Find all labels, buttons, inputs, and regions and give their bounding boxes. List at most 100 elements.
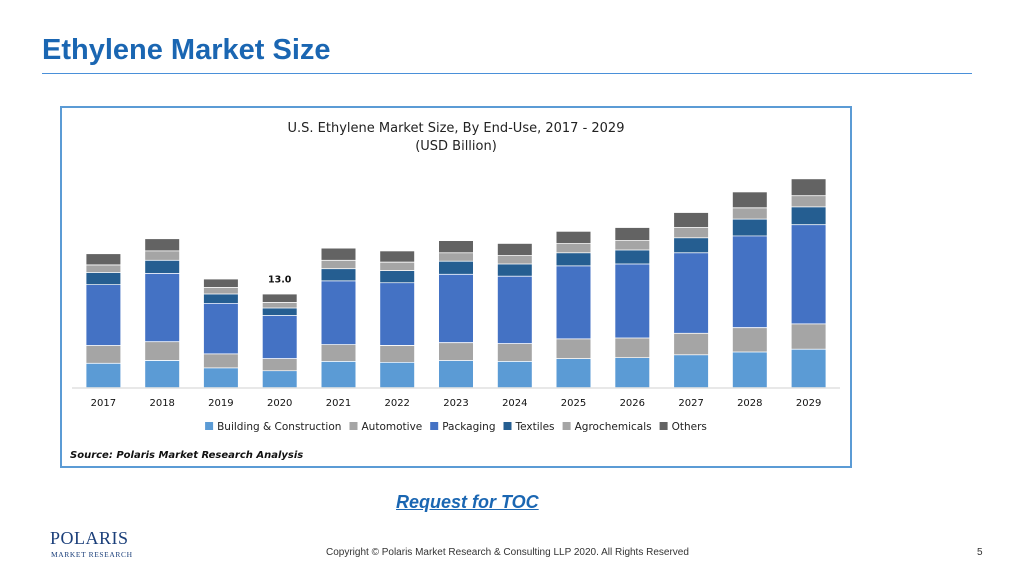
bar-2017-packaging xyxy=(86,285,121,346)
bar-2018-packaging xyxy=(145,273,180,342)
bar-2018-building-construction xyxy=(145,360,180,388)
x-tick-label-2020: 2020 xyxy=(267,398,292,409)
bar-2025-packaging xyxy=(556,266,591,339)
bar-2028-packaging xyxy=(732,236,767,328)
bar-2019-agrochemicals xyxy=(203,287,238,294)
bar-2019-automotive xyxy=(203,354,238,368)
bar-2025-textiles xyxy=(556,253,591,266)
bar-2023-automotive xyxy=(439,343,473,361)
bar-2017-building-construction xyxy=(86,363,121,388)
legend-swatch-agrochemicals xyxy=(562,422,571,430)
legend: Building & Construction Automotive Packagi… xyxy=(205,421,707,433)
bar-2023-building-construction xyxy=(439,360,473,388)
x-tick-label-2027: 2027 xyxy=(678,398,703,409)
bar-2022-building-construction xyxy=(380,362,415,388)
bar-2025-others xyxy=(556,231,591,244)
bar-2021-textiles xyxy=(321,269,356,281)
legend-swatch-automotive xyxy=(349,422,358,430)
bar-2024-agrochemicals xyxy=(497,256,532,264)
bar-2017-automotive xyxy=(86,345,121,363)
bar-2026-building-construction xyxy=(615,358,650,388)
bar-2019-building-construction xyxy=(203,368,238,388)
bar-2020-packaging xyxy=(262,315,297,359)
legend-item-agrochemicals: Agrochemicals xyxy=(562,421,652,433)
bar-2021-automotive xyxy=(321,344,356,361)
bar-2029-agrochemicals xyxy=(791,196,826,207)
bar-2019-textiles xyxy=(203,294,238,303)
legend-label-automotive: Automotive xyxy=(362,421,423,433)
x-tick-labels: 2017 2018 2019 2020 2021 2022 2023 2024 2025 2026… xyxy=(91,398,822,409)
bar-2021-building-construction xyxy=(321,361,356,388)
bar-2027-agrochemicals xyxy=(674,227,709,238)
title-divider xyxy=(42,73,972,74)
bar-2022-packaging xyxy=(380,283,415,345)
chart-frame: U.S. Ethylene Market Size, By End-Use, 2… xyxy=(60,106,852,468)
legend-label-packaging: Packaging xyxy=(442,421,495,433)
request-toc-link[interactable]: Request for TOC xyxy=(396,492,539,512)
x-tick-label-2023: 2023 xyxy=(443,398,468,409)
legend-item-building-construction: Building & Construction xyxy=(205,421,341,433)
chart-subtitle: (USD Billion) xyxy=(415,139,497,154)
bar-2017-agrochemicals xyxy=(86,265,121,273)
bar-2020-agrochemicals xyxy=(262,302,297,308)
bar-2026-packaging xyxy=(615,264,650,338)
x-tick-label-2026: 2026 xyxy=(620,398,645,409)
bar-2027-automotive xyxy=(674,333,709,355)
bar-2022-agrochemicals xyxy=(380,262,415,271)
bar-2018-agrochemicals xyxy=(145,251,180,260)
polaris-logo: POLARIS MARKET RESEARCH xyxy=(50,528,134,562)
bar-2018-automotive xyxy=(145,342,180,360)
bar-2022-automotive xyxy=(380,345,415,362)
x-tick-label-2029: 2029 xyxy=(796,398,821,409)
legend-label-others: Others xyxy=(672,421,707,433)
bar-2020-automotive xyxy=(262,359,297,371)
bar-2029-textiles xyxy=(791,207,826,225)
data-label-2020: 13.0 xyxy=(268,274,292,285)
x-tick-label-2028: 2028 xyxy=(737,398,762,409)
bar-2020-building-construction xyxy=(262,371,297,388)
bar-2029-building-construction xyxy=(791,349,826,388)
x-tick-label-2024: 2024 xyxy=(502,398,527,409)
bar-2019-packaging xyxy=(203,303,238,354)
bar-2027-building-construction xyxy=(674,355,709,388)
bar-2023-packaging xyxy=(439,274,473,343)
bar-2026-automotive xyxy=(615,338,650,358)
legend-item-packaging: Packaging xyxy=(430,421,496,433)
legend-swatch-building-construction xyxy=(205,422,214,430)
bar-2027-others xyxy=(674,212,709,228)
legend-swatch-textiles xyxy=(503,422,512,430)
bar-2025-agrochemicals xyxy=(556,243,591,253)
bar-2028-automotive xyxy=(732,328,767,352)
page-number: 5 xyxy=(977,547,983,558)
bar-2023-others xyxy=(439,241,473,253)
bar-2018-others xyxy=(145,239,180,251)
bar-2025-automotive xyxy=(556,339,591,359)
bar-2028-others xyxy=(732,192,767,208)
bar-2026-agrochemicals xyxy=(615,241,650,250)
x-tick-label-2017: 2017 xyxy=(91,398,116,409)
source-note: Source: Polaris Market Research Analysis xyxy=(70,450,303,461)
bar-2027-textiles xyxy=(674,238,709,253)
bar-2028-textiles xyxy=(732,219,767,236)
bar-2021-agrochemicals xyxy=(321,260,356,269)
bar-2021-others xyxy=(321,248,356,260)
bar-2017-textiles xyxy=(86,272,121,285)
legend-item-others: Others xyxy=(659,421,707,433)
bar-2024-others xyxy=(497,243,532,256)
bar-2020-others xyxy=(262,294,297,302)
bar-2026-others xyxy=(615,227,650,241)
bar-2023-textiles xyxy=(439,261,473,274)
bar-2024-building-construction xyxy=(497,361,532,388)
x-tick-label-2021: 2021 xyxy=(326,398,351,409)
bar-2029-automotive xyxy=(791,324,826,349)
bar-2026-textiles xyxy=(615,250,650,264)
bar-2025-building-construction xyxy=(556,359,591,388)
legend-item-automotive: Automotive xyxy=(349,421,423,433)
stacked-bar-chart: U.S. Ethylene Market Size, By End-Use, 2… xyxy=(70,121,840,461)
bar-2019-others xyxy=(203,279,238,287)
copyright-text: Copyright © Polaris Market Research & Co… xyxy=(326,547,689,558)
legend-swatch-others xyxy=(659,422,668,430)
bar-2018-textiles xyxy=(145,260,180,273)
bar-2027-packaging xyxy=(674,253,709,333)
bar-2024-textiles xyxy=(497,264,532,276)
